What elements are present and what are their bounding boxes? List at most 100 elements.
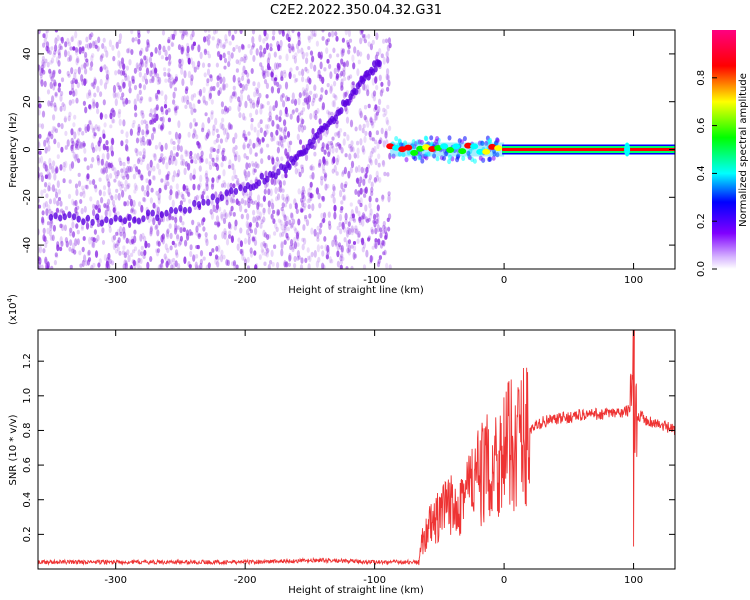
noise-speck [243, 53, 247, 59]
noise-speck [222, 169, 226, 177]
noise-speck [273, 164, 277, 173]
noise-speck [139, 110, 143, 116]
noise-speck [156, 163, 160, 170]
noise-speck [146, 190, 150, 197]
noise-speck [111, 107, 115, 113]
noise-speck [311, 172, 315, 180]
noise-speck [308, 195, 312, 204]
noise-speck [361, 127, 365, 134]
noise-speck [261, 249, 265, 256]
noise-speck [219, 54, 223, 61]
noise-speck [132, 120, 136, 125]
noise-speck [213, 139, 217, 145]
noise-speck [351, 146, 355, 153]
noise-speck [247, 201, 251, 209]
noise-speck [331, 100, 335, 108]
noise-speck [348, 38, 353, 43]
noise-speck [265, 94, 269, 99]
noise-speck [369, 150, 373, 158]
noise-speck [39, 76, 43, 84]
noise-speck [51, 184, 56, 193]
noise-speck [302, 205, 306, 211]
noise-speck [375, 130, 379, 136]
noise-speck [369, 117, 373, 123]
noise-speck [153, 69, 157, 78]
noise-speck [341, 37, 345, 43]
noise-speck [263, 188, 267, 195]
noise-speck [147, 42, 151, 49]
noise-speck [46, 221, 51, 226]
noise-speck [369, 255, 373, 263]
noise-speck [185, 86, 189, 91]
noise-speck [268, 115, 273, 122]
noise-speck [149, 62, 154, 68]
noise-speck [294, 202, 298, 210]
noise-speck [160, 106, 164, 113]
noise-speck [192, 118, 196, 123]
noise-speck [97, 36, 101, 44]
snr-y-tick-label: 1.0 [22, 388, 33, 404]
noise-speck [122, 101, 126, 107]
noise-speck [225, 259, 229, 266]
noise-speck [300, 208, 304, 213]
noise-speck [38, 204, 42, 209]
noise-speck [247, 44, 251, 49]
noise-speck [180, 160, 184, 166]
noise-speck [181, 30, 185, 37]
noise-speck [255, 109, 259, 116]
noise-speck [250, 123, 254, 131]
noise-speck [111, 164, 115, 171]
noise-speck [66, 50, 71, 57]
snr-x-label: Height of straight line (km) [288, 585, 424, 596]
noise-speck [321, 142, 325, 149]
noise-speck [166, 232, 170, 240]
noise-speck [290, 45, 294, 51]
noise-speck [268, 105, 272, 113]
noise-speck [254, 152, 258, 157]
noise-speck [117, 111, 121, 119]
noise-speck [285, 261, 289, 268]
noise-speck [92, 146, 96, 153]
noise-speck [252, 81, 256, 87]
noise-speck [101, 43, 105, 49]
noise-speck [48, 157, 52, 166]
noise-speck [77, 39, 81, 48]
noise-speck [286, 131, 291, 138]
noise-speck [53, 197, 57, 205]
noise-speck [288, 219, 292, 226]
noise-speck [214, 254, 219, 260]
noise-speck [181, 78, 185, 86]
noise-speck [171, 216, 175, 221]
noise-speck [102, 99, 106, 106]
noise-speck [339, 128, 343, 133]
noise-speck [53, 102, 57, 108]
noise-speck [375, 32, 379, 40]
noise-speck [332, 93, 336, 98]
noise-speck [49, 220, 53, 229]
snr-series-line [38, 330, 675, 566]
band-speck [462, 136, 467, 142]
noise-speck [351, 213, 355, 219]
noise-speck [54, 91, 58, 97]
noise-speck [186, 150, 190, 157]
noise-speck [81, 131, 85, 136]
noise-speck [114, 171, 118, 177]
noise-speck [280, 248, 284, 257]
noise-speck [148, 179, 152, 186]
noise-speck [223, 232, 227, 240]
noise-speck [232, 137, 236, 144]
noise-speck [225, 38, 229, 44]
noise-speck [362, 241, 366, 249]
noise-speck [328, 147, 332, 155]
noise-speck [243, 256, 247, 262]
noise-speck [224, 34, 228, 42]
band-speck [401, 152, 406, 158]
noise-speck [38, 265, 41, 269]
noise-speck [104, 209, 108, 217]
noise-speck [318, 118, 322, 125]
noise-speck [336, 243, 340, 251]
noise-speck [291, 246, 295, 253]
noise-speck [74, 68, 78, 75]
noise-speck [215, 128, 219, 133]
noise-speck [231, 163, 235, 171]
